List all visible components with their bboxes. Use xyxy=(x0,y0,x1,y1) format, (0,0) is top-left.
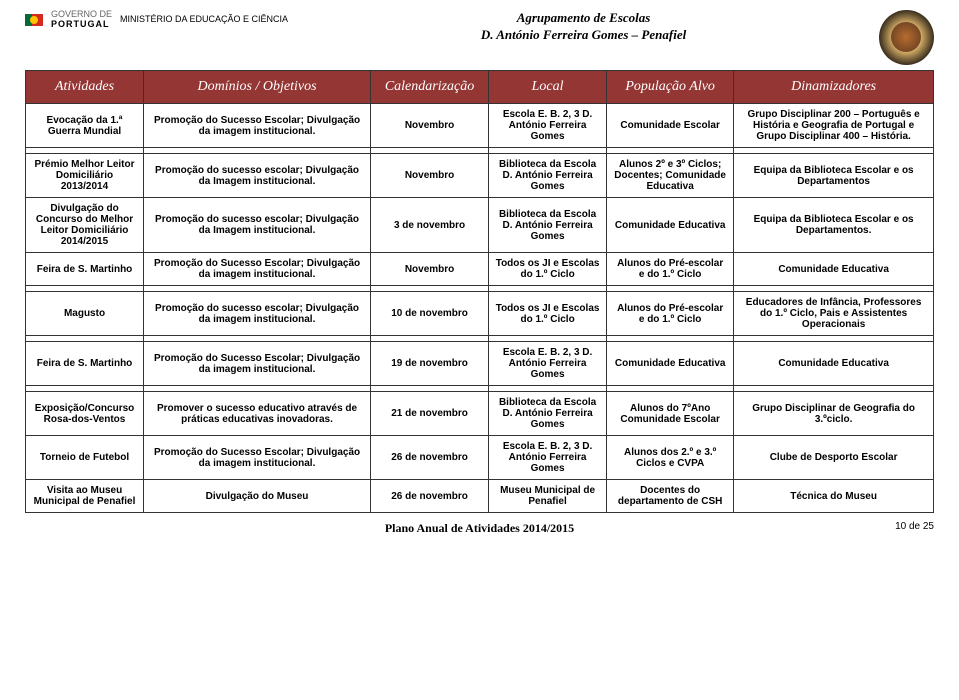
cell-local: Biblioteca da Escola D. António Ferreira… xyxy=(489,198,607,253)
cell-local: Biblioteca da Escola D. António Ferreira… xyxy=(489,392,607,436)
page-footer: Plano Anual de Atividades 2014/2015 10 d… xyxy=(25,521,934,536)
cell-local: Museu Municipal de Penafiel xyxy=(489,480,607,513)
cell-cal: 26 de novembro xyxy=(371,436,489,480)
cell-activ: Evocação da 1.ª Guerra Mundial xyxy=(26,104,144,148)
col-header-local: Local xyxy=(489,71,607,104)
cell-local: Todos os JI e Escolas do 1.º Ciclo xyxy=(489,292,607,336)
cell-pop: Alunos do Pré-escolar e do 1.º Ciclo xyxy=(607,292,734,336)
cell-pop: Alunos dos 2.º e 3.º Ciclos e CVPA xyxy=(607,436,734,480)
cell-din: Clube de Desporto Escolar xyxy=(734,436,934,480)
ministry-label: MINISTÉRIO DA EDUCAÇÃO E CIÊNCIA xyxy=(120,15,288,25)
table-row: Feira de S. MartinhoPromoção do Sucesso … xyxy=(26,342,934,386)
cell-activ: Feira de S. Martinho xyxy=(26,253,144,286)
cell-activ: Prémio Melhor Leitor Domiciliário 2013/2… xyxy=(26,154,144,198)
cell-local: Escola E. B. 2, 3 D. António Ferreira Go… xyxy=(489,104,607,148)
col-header-atividades: Atividades xyxy=(26,71,144,104)
cell-dom: Promoção do sucesso escolar; Divulgação … xyxy=(144,154,371,198)
col-header-dinamizadores: Dinamizadores xyxy=(734,71,934,104)
cell-din: Equipa da Biblioteca Escolar e os Depart… xyxy=(734,154,934,198)
cell-din: Grupo Disciplinar 200 – Português e Hist… xyxy=(734,104,934,148)
col-header-calendarizacao: Calendarização xyxy=(371,71,489,104)
gov-line2: PORTUGAL xyxy=(51,19,110,29)
table-body: Evocação da 1.ª Guerra MundialPromoção d… xyxy=(26,104,934,513)
gov-line1: GOVERNO DE xyxy=(51,9,112,19)
cell-cal: 26 de novembro xyxy=(371,480,489,513)
cell-dom: Promoção do sucesso escolar; Divulgação … xyxy=(144,198,371,253)
cell-pop: Docentes do departamento de CSH xyxy=(607,480,734,513)
table-row: MagustoPromoção do sucesso escolar; Divu… xyxy=(26,292,934,336)
cell-cal: 21 de novembro xyxy=(371,392,489,436)
cell-activ: Feira de S. Martinho xyxy=(26,342,144,386)
cell-local: Escola E. B. 2, 3 D. António Ferreira Go… xyxy=(489,342,607,386)
cell-activ: Divulgação do Concurso do Melhor Leitor … xyxy=(26,198,144,253)
cell-activ: Magusto xyxy=(26,292,144,336)
cell-activ: Torneio de Futebol xyxy=(26,436,144,480)
table-row: Prémio Melhor Leitor Domiciliário 2013/2… xyxy=(26,154,934,198)
cell-cal: Novembro xyxy=(371,253,489,286)
cell-din: Grupo Disciplinar de Geografia do 3.ºcic… xyxy=(734,392,934,436)
cell-dom: Promoção do Sucesso Escolar; Divulgação … xyxy=(144,104,371,148)
cell-pop: Alunos do Pré-escolar e do 1.º Ciclo xyxy=(607,253,734,286)
table-row: Divulgação do Concurso do Melhor Leitor … xyxy=(26,198,934,253)
cell-dom: Promoção do sucesso escolar; Divulgação … xyxy=(144,292,371,336)
cell-din: Educadores de Infância, Professores do 1… xyxy=(734,292,934,336)
cell-local: Biblioteca da Escola D. António Ferreira… xyxy=(489,154,607,198)
page-number: 10 de 25 xyxy=(895,521,934,532)
cell-pop: Comunidade Educativa xyxy=(607,342,734,386)
cell-din: Comunidade Educativa xyxy=(734,342,934,386)
cell-pop: Comunidade Educativa xyxy=(607,198,734,253)
cell-cal: Novembro xyxy=(371,104,489,148)
cell-pop: Alunos do 7ºAno Comunidade Escolar xyxy=(607,392,734,436)
cell-cal: 19 de novembro xyxy=(371,342,489,386)
cell-dom: Divulgação do Museu xyxy=(144,480,371,513)
cell-local: Todos os JI e Escolas do 1.º Ciclo xyxy=(489,253,607,286)
cell-cal: 3 de novembro xyxy=(371,198,489,253)
table-row: Exposição/Concurso Rosa-dos-VentosPromov… xyxy=(26,392,934,436)
table-row: Torneio de FutebolPromoção do Sucesso Es… xyxy=(26,436,934,480)
activities-table: Atividades Domínios / Objetivos Calendar… xyxy=(25,70,934,513)
cell-dom: Promoção do Sucesso Escolar; Divulgação … xyxy=(144,436,371,480)
cell-cal: Novembro xyxy=(371,154,489,198)
header-title-line2: D. António Ferreira Gomes – Penafiel xyxy=(288,27,879,44)
cell-local: Escola E. B. 2, 3 D. António Ferreira Go… xyxy=(489,436,607,480)
col-header-dominios: Domínios / Objetivos xyxy=(144,71,371,104)
col-header-populacao: População Alvo xyxy=(607,71,734,104)
cell-din: Técnica do Museu xyxy=(734,480,934,513)
table-row: Feira de S. MartinhoPromoção do Sucesso … xyxy=(26,253,934,286)
page-header: GOVERNO DE PORTUGAL MINISTÉRIO DA EDUCAÇ… xyxy=(25,10,934,65)
cell-activ: Visita ao Museu Municipal de Penafiel xyxy=(26,480,144,513)
cell-din: Equipa da Biblioteca Escolar e os Depart… xyxy=(734,198,934,253)
table-row: Visita ao Museu Municipal de PenafielDiv… xyxy=(26,480,934,513)
cell-activ: Exposição/Concurso Rosa-dos-Ventos xyxy=(26,392,144,436)
footer-title: Plano Anual de Atividades 2014/2015 xyxy=(385,521,574,535)
header-title: Agrupamento de Escolas D. António Ferrei… xyxy=(288,10,879,44)
header-title-line1: Agrupamento de Escolas xyxy=(288,10,879,27)
cell-din: Comunidade Educativa xyxy=(734,253,934,286)
school-logo-icon xyxy=(879,10,934,65)
government-text: GOVERNO DE PORTUGAL xyxy=(51,10,112,30)
portugal-flag-icon xyxy=(25,14,43,26)
cell-cal: 10 de novembro xyxy=(371,292,489,336)
cell-dom: Promoção do Sucesso Escolar; Divulgação … xyxy=(144,253,371,286)
cell-pop: Comunidade Escolar xyxy=(607,104,734,148)
cell-dom: Promover o sucesso educativo através de … xyxy=(144,392,371,436)
cell-pop: Alunos 2º e 3º Ciclos; Docentes; Comunid… xyxy=(607,154,734,198)
table-row: Evocação da 1.ª Guerra MundialPromoção d… xyxy=(26,104,934,148)
government-logo: GOVERNO DE PORTUGAL MINISTÉRIO DA EDUCAÇ… xyxy=(25,10,288,30)
table-header-row: Atividades Domínios / Objetivos Calendar… xyxy=(26,71,934,104)
cell-dom: Promoção do Sucesso Escolar; Divulgação … xyxy=(144,342,371,386)
